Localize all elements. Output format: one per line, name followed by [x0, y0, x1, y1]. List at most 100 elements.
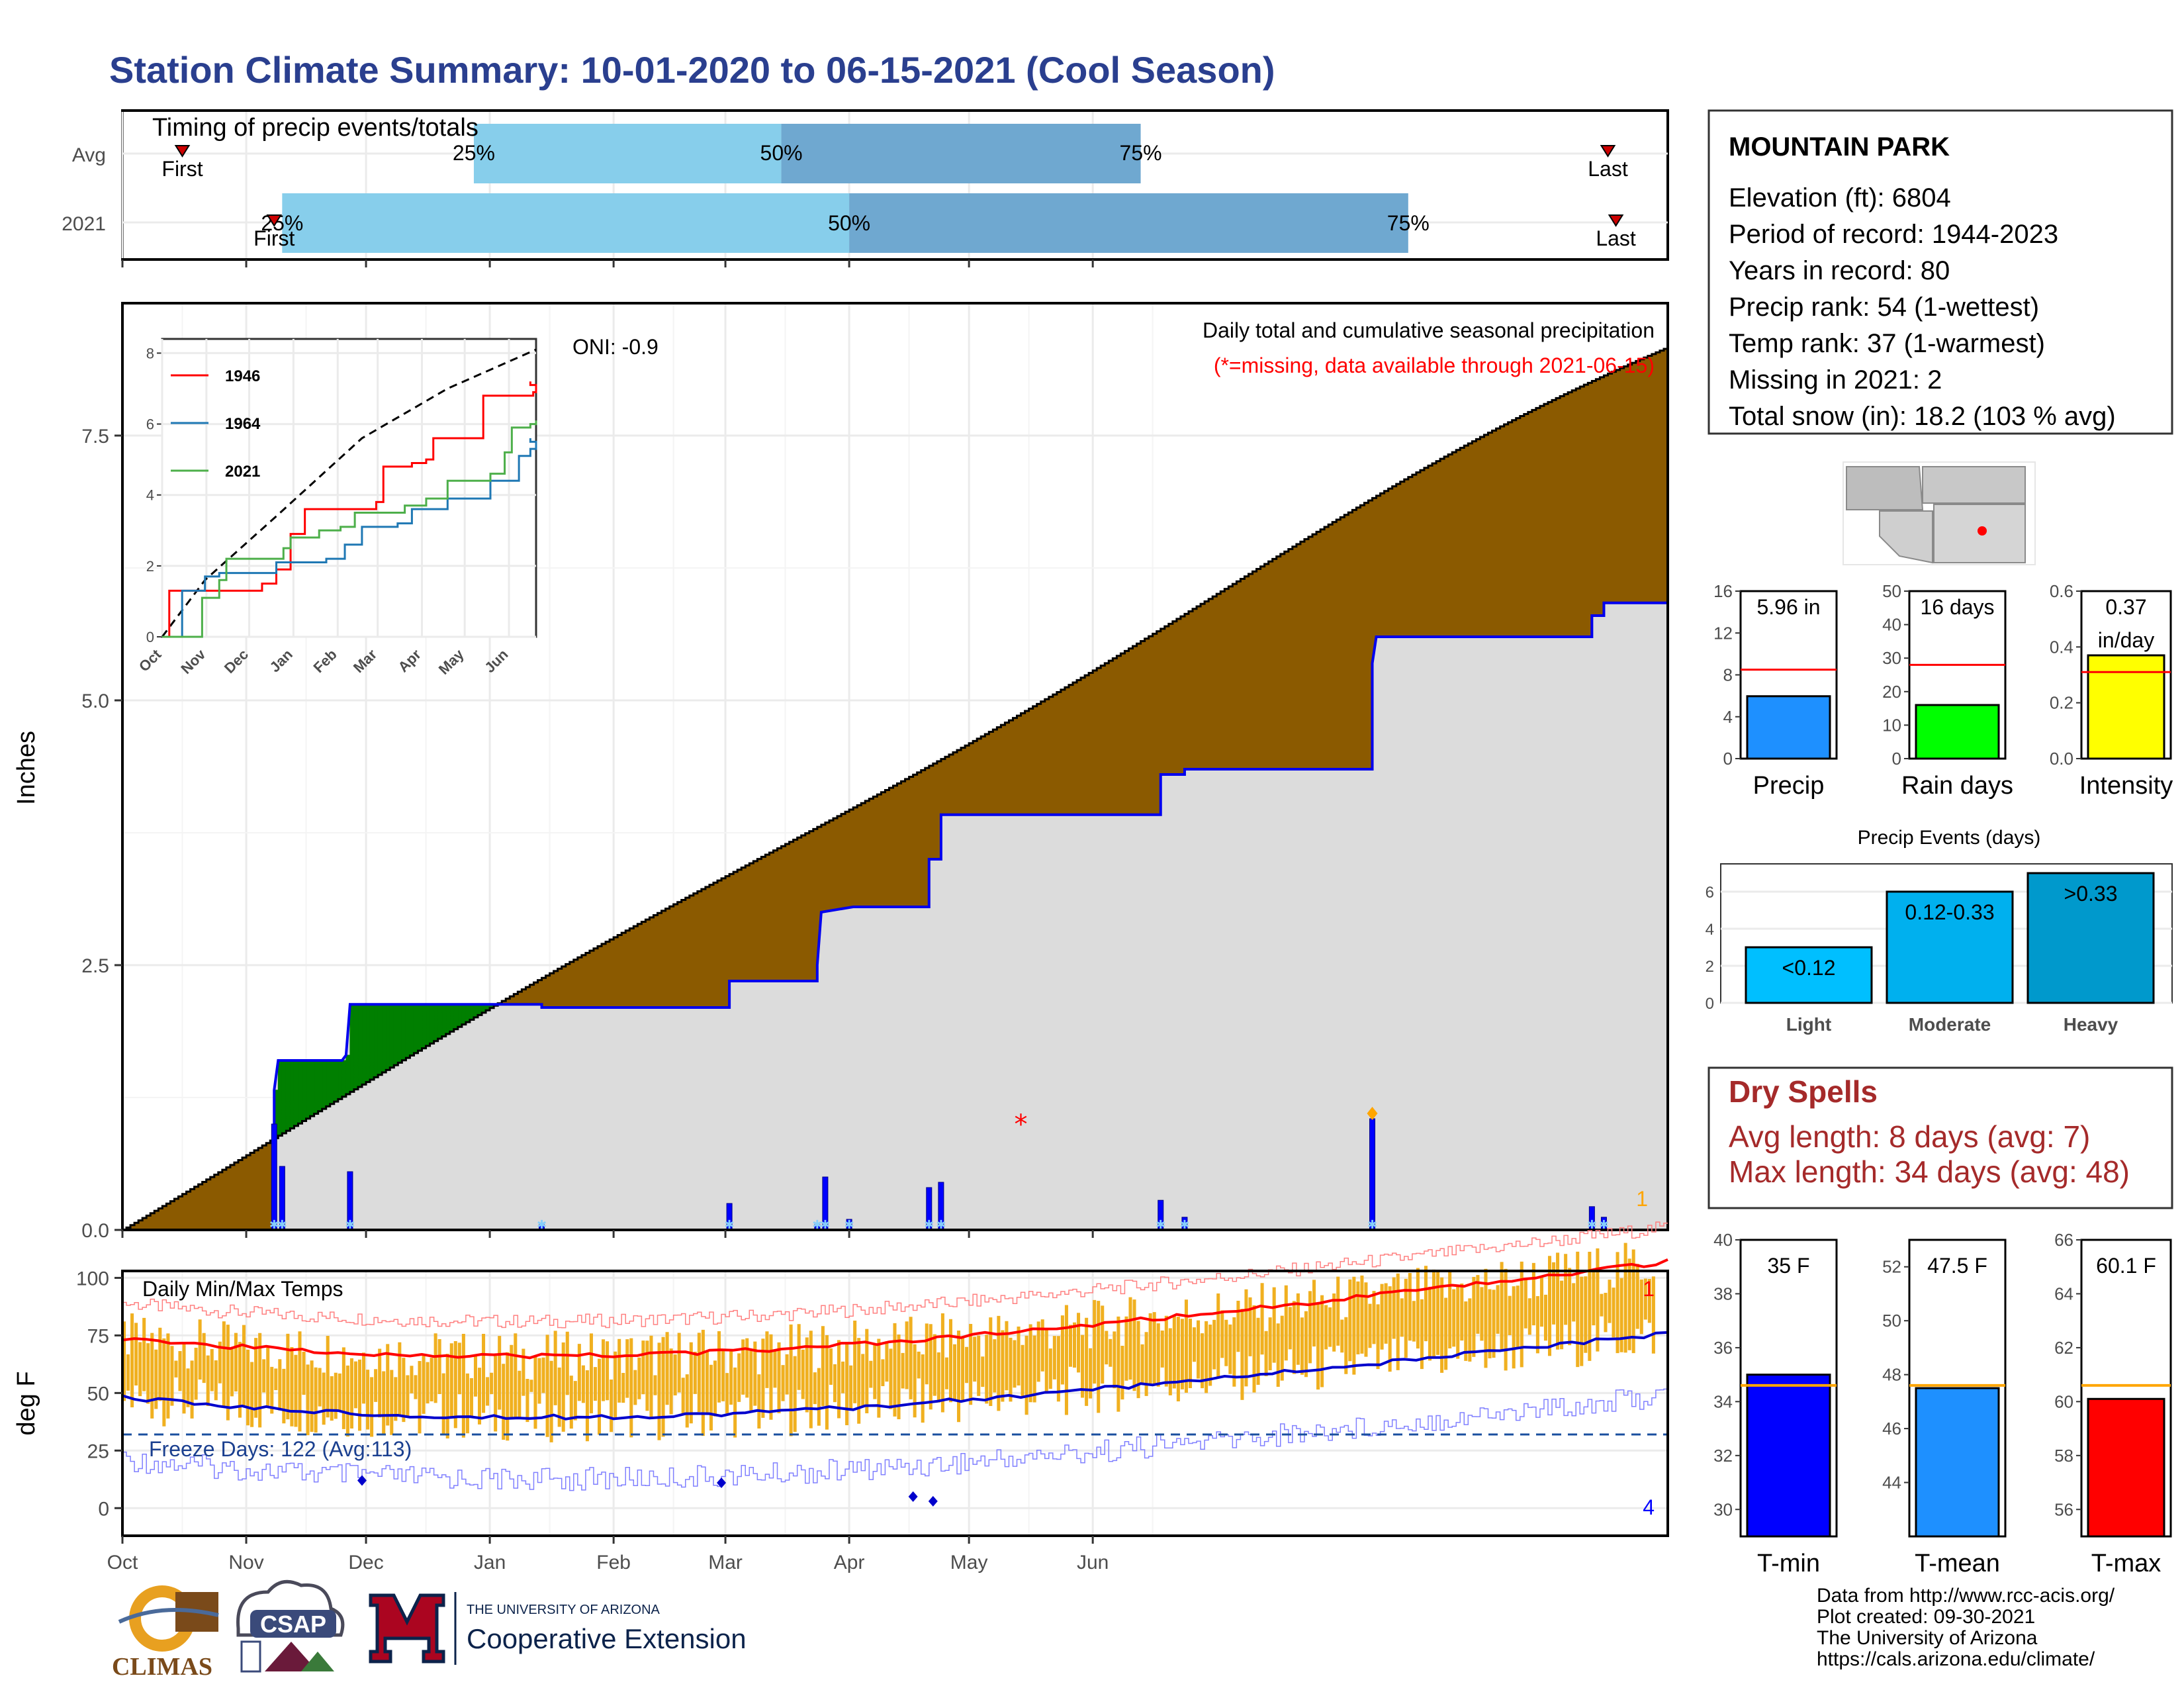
avg-max-line: [122, 1258, 1668, 1360]
month-label: Mar: [708, 1552, 743, 1573]
precip-missing-caption: (*=missing, data available through 2021-…: [1214, 353, 1655, 377]
temp-bar-fill: [1746, 1374, 1831, 1538]
inset-y-tick-label: 2: [146, 558, 154, 575]
ua-small-text: THE UNIVERSITY OF ARIZONA: [467, 1603, 660, 1617]
timing-pct-avg-2: 75%: [1120, 141, 1162, 165]
precip-tick-label: 8: [1723, 665, 1733, 685]
footer-line: https://cals.arizona.edu/climate/: [1817, 1648, 2095, 1670]
month-label: Apr: [834, 1552, 865, 1573]
record-max-line: [122, 1221, 1668, 1329]
inset-series-1946: [162, 381, 537, 638]
station-info-box: MOUNTAIN PARK Elevation (ft): 6804 Period…: [1707, 109, 2173, 435]
events-tick-label: 0: [1706, 995, 1714, 1013]
cumulative-avg-line: [122, 348, 1668, 1231]
precip-tick-label: 4: [1723, 707, 1733, 727]
timing-last-label-avg: Last: [1588, 157, 1628, 181]
events-category: Heavy: [2064, 1014, 2118, 1035]
dry-max-length: Max length: 34 days (avg: 48): [1729, 1154, 2130, 1189]
temp-bar-fill: [1915, 1387, 2000, 1538]
inset-legend-label: 1946: [225, 367, 260, 385]
raindays-tick-label: 30: [1882, 648, 1901, 668]
events-bar: [1745, 946, 1873, 1004]
temp-panel: 0 25 50 75 100 deg F Daily Min/Max Temps Fre…: [13, 1221, 1669, 1537]
timing-bar-y2021-q1: [282, 193, 850, 253]
timing-pct-avg-1: 50%: [760, 141, 803, 165]
intensity-value-label: in/day: [2098, 628, 2154, 652]
temp-bar-T-max: 56 58 60 62 64 66 60.1 F T-max: [2054, 1230, 2172, 1577]
timing-bar-avg-q1: [473, 124, 782, 183]
temp-bar-tick-label: 52: [1882, 1257, 1901, 1277]
snow-marker: ✱: [1599, 1218, 1609, 1232]
temp-y-tick-label: 75: [87, 1325, 109, 1347]
precip-bar: [1746, 695, 1831, 760]
inset-legend-label: 1964: [225, 415, 261, 433]
precip-chart: 0 4 8 12 16 5.96 in Precip: [1713, 581, 1838, 800]
timing-first-marker-avg: [174, 145, 191, 158]
temp-bar-value-label: 35 F: [1767, 1254, 1809, 1278]
precip-y-label: Inches: [13, 731, 40, 805]
temp-bar-x-label: T-max: [2091, 1550, 2161, 1577]
events-bar-label: >0.33: [2064, 882, 2118, 906]
temp-bar-tick-label: 32: [1713, 1446, 1733, 1466]
snow-marker: ✱: [1587, 1218, 1597, 1232]
temp-bar-tick-label: 62: [2054, 1338, 2073, 1358]
temp-bar-T-min: 30 32 34 36 38 40 35 F T-min: [1713, 1230, 1838, 1577]
dry-spells-box: Dry Spells Avg length: 8 days (avg: 7) M…: [1707, 1066, 2173, 1209]
precip-x-label: Precip: [1753, 772, 1825, 800]
snow-marker: ✱: [725, 1218, 735, 1232]
record-min-marker: [908, 1491, 918, 1502]
temp-bar-tick-label: 30: [1713, 1499, 1733, 1519]
intensity-x-label: Intensity: [2079, 772, 2173, 800]
month-label: Jan: [474, 1552, 506, 1573]
timing-first-label-avg: First: [161, 157, 203, 181]
dry-avg-length: Avg length: 8 days (avg: 7): [1729, 1119, 2090, 1154]
timing-bar-y2021-q2: [849, 193, 1408, 253]
events-tick-label: 4: [1706, 921, 1714, 939]
precip-caption: Daily total and cumulative seasonal prec…: [1203, 318, 1655, 342]
avg-min-line: [122, 1331, 1668, 1421]
temp-bar-tick-label: 64: [2054, 1284, 2073, 1303]
inset-y-tick-label: 8: [146, 345, 154, 361]
temp-bar-tick-label: 48: [1882, 1365, 1901, 1385]
month-label: Dec: [348, 1552, 383, 1573]
temp-y-tick-label: 0: [98, 1498, 109, 1520]
snow-diamond: [1367, 1107, 1378, 1120]
temp-bar-value-label: 60.1 F: [2096, 1254, 2156, 1278]
timing-pct-y2021-2: 75%: [1387, 211, 1430, 235]
timing-bar-avg-q2: [781, 124, 1141, 183]
snow-marker: ✱: [924, 1218, 934, 1232]
month-label: Nov: [228, 1552, 263, 1573]
events-bar: [2026, 872, 2155, 1004]
temp-bar-tick-label: 46: [1882, 1419, 1901, 1438]
snow-marker: ✱: [1367, 1218, 1377, 1232]
station-info-line: Total snow (in): 18.2 (103 % avg): [1729, 402, 2116, 431]
precip-y-tick-label: 5.0: [81, 690, 109, 712]
intensity-tick-label: 0.2: [2050, 693, 2073, 713]
oni-label: ONI: -0.9: [572, 335, 659, 359]
temp-bar-x-label: T-min: [1757, 1550, 1820, 1577]
timing-title: Timing of precip events/totals: [152, 114, 478, 142]
temp-y-tick-label: 50: [87, 1383, 109, 1405]
location-map: [1843, 461, 2036, 565]
inset-y-tick-label: 4: [146, 487, 154, 504]
snow-marker: ✱: [936, 1218, 946, 1232]
events-tick-label: 6: [1706, 884, 1714, 902]
month-label: May: [950, 1552, 988, 1573]
events-tick-label: 2: [1706, 958, 1714, 976]
record-min-marker: [717, 1477, 727, 1488]
daily-temp-bars: [122, 1243, 1655, 1442]
events-category: Light: [1786, 1014, 1831, 1035]
inset-legend-label: 2021: [225, 463, 260, 481]
inset-y-tick-label: 6: [146, 416, 154, 433]
footer-line: Plot created: 09-30-2021: [1817, 1606, 2035, 1628]
ua-logo: THE UNIVERSITY OF ARIZONA Cooperative Ex…: [369, 1592, 747, 1665]
snow-marker: ✱: [1179, 1218, 1189, 1232]
snow-marker: ✱: [277, 1218, 287, 1232]
record-min-line: [122, 1388, 1668, 1491]
temp-bar-value-label: 47.5 F: [1927, 1254, 1987, 1278]
climas-text: CLIMAS: [112, 1653, 212, 1681]
page-title: Station Climate Summary: 10-01-2020 to 0…: [109, 49, 1275, 91]
snow-marker: ✱: [844, 1218, 854, 1232]
